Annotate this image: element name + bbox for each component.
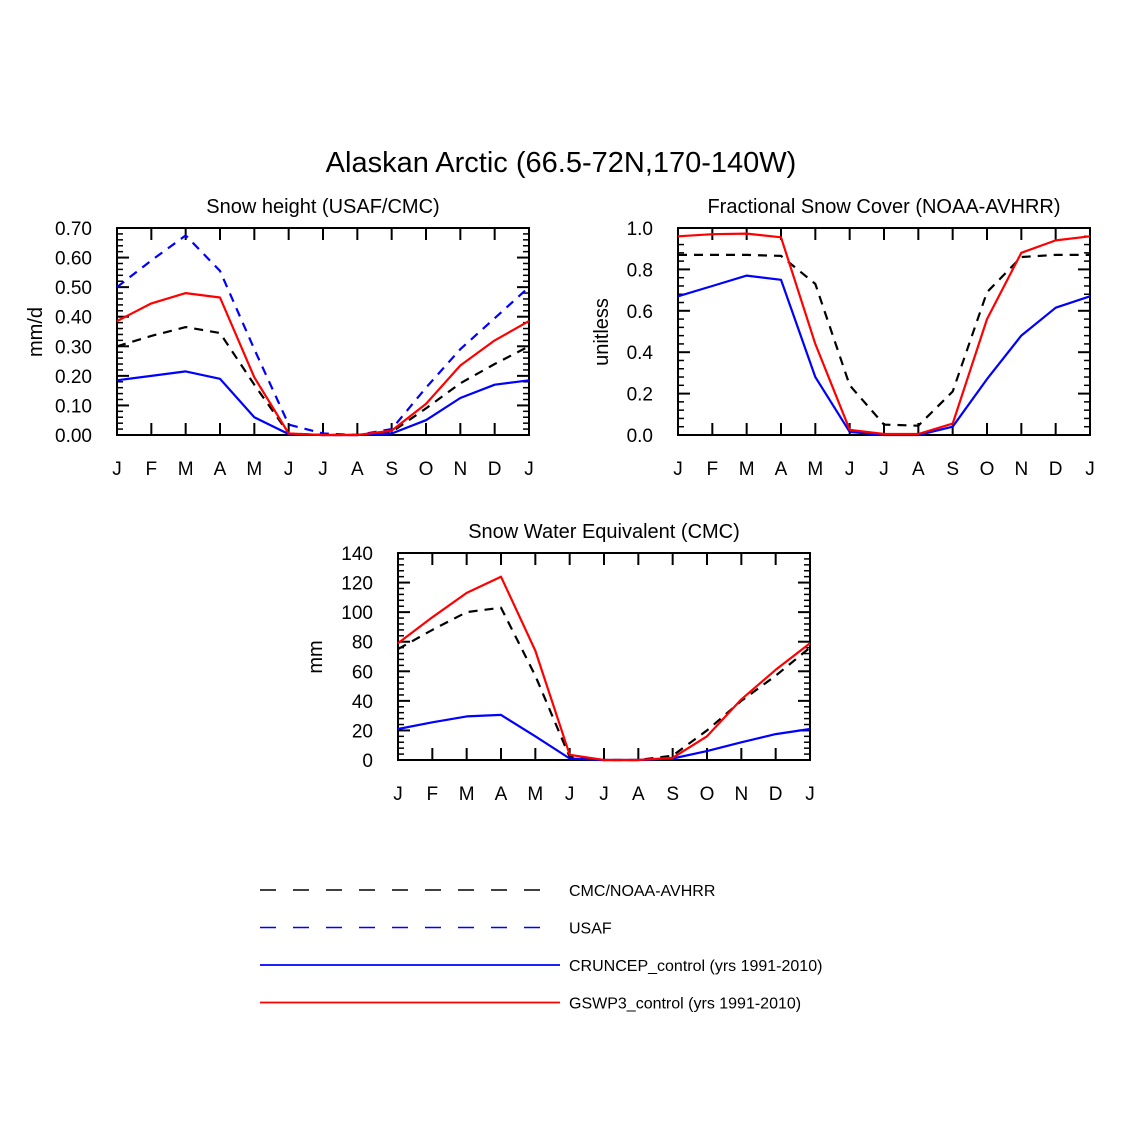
- x-tick-label: N: [1014, 459, 1028, 480]
- y-tick-label: 60: [352, 662, 373, 683]
- x-tick-label: A: [632, 784, 645, 805]
- plot-frame: [397, 552, 811, 761]
- y-tick-label: 20: [352, 721, 373, 742]
- series-line-gswp3-control-yrs-1991-2010: [116, 292, 530, 437]
- plot-frame: [677, 227, 1091, 436]
- legend-label: USAF: [569, 921, 612, 938]
- x-tick-label: M: [459, 784, 475, 805]
- x-tick-label: O: [419, 459, 434, 480]
- y-tick-label: 0.50: [55, 278, 92, 299]
- series-line-cmc-noaa-avhrr: [116, 326, 530, 437]
- legend: CMC/NOAA-AVHRR USAF CRUNCEP_control (yrs 1…: [260, 883, 822, 1013]
- y-tick-label: 0.6: [627, 302, 653, 323]
- y-axis-label: mm/d: [25, 307, 47, 357]
- x-tick-label: S: [385, 459, 398, 480]
- x-tick-label: O: [980, 459, 995, 480]
- x-tick-label: D: [1049, 459, 1063, 480]
- y-axis-label: mm: [305, 640, 327, 673]
- y-tick-label: 0.4: [627, 343, 654, 364]
- x-tick-label: N: [453, 459, 467, 480]
- panel-title: Fractional Snow Cover (NOAA-AVHRR): [707, 196, 1060, 218]
- x-tick-label: M: [527, 784, 543, 805]
- x-tick-label: O: [700, 784, 715, 805]
- y-tick-label: 0.00: [55, 426, 92, 447]
- series-line-cruncep-control-yrs-1991-2010: [677, 274, 1091, 437]
- series-line-usaf: [116, 234, 530, 437]
- y-tick-label: 0.70: [55, 219, 92, 240]
- y-tick-label: 0.60: [55, 249, 92, 270]
- y-tick-label: 0.40: [55, 308, 92, 329]
- panel-title: Snow height (USAF/CMC): [206, 196, 439, 218]
- y-tick-label: 0.10: [55, 396, 92, 417]
- x-tick-label: D: [488, 459, 502, 480]
- x-tick-label: J: [318, 459, 328, 480]
- series-line-cmc-noaa-avhrr: [678, 253, 1090, 427]
- y-tick-label: 0: [362, 751, 373, 772]
- y-tick-label: 0.30: [55, 337, 92, 358]
- y-tick-label: 140: [341, 544, 373, 565]
- x-tick-label: F: [146, 459, 158, 480]
- panel-fractional-snow-cover: Fractional Snow Cover (NOAA-AVHRR) unitl…: [591, 196, 1095, 480]
- y-axis-label: unitless: [591, 298, 613, 366]
- series-line-gswp3-control-yrs-1991-2010: [397, 575, 811, 762]
- x-tick-label: A: [495, 784, 508, 805]
- x-tick-label: M: [739, 459, 755, 480]
- legend-label: CRUNCEP_control (yrs 1991-2010): [569, 958, 822, 975]
- series-line-cmc-noaa-avhrr: [397, 606, 811, 762]
- x-tick-label: D: [769, 784, 783, 805]
- x-tick-label: S: [946, 459, 959, 480]
- x-tick-label: A: [351, 459, 364, 480]
- y-tick-label: 100: [341, 603, 373, 624]
- x-tick-label: J: [393, 784, 403, 805]
- y-tick-label: 0.8: [627, 260, 653, 281]
- panel-title: Snow Water Equivalent (CMC): [468, 521, 740, 543]
- y-tick-label: 0.2: [627, 385, 653, 406]
- x-tick-label: N: [734, 784, 748, 805]
- y-tick-label: 1.0: [627, 219, 653, 240]
- x-tick-label: J: [879, 459, 889, 480]
- y-tick-label: 0.20: [55, 367, 92, 388]
- x-tick-label: F: [427, 784, 439, 805]
- plot-frame: [116, 227, 530, 436]
- x-tick-label: J: [599, 784, 609, 805]
- x-tick-label: J: [845, 459, 855, 480]
- main-title: Alaskan Arctic (66.5-72N,170-140W): [326, 147, 797, 179]
- y-tick-label: 120: [341, 574, 373, 595]
- x-tick-label: A: [214, 459, 227, 480]
- x-tick-label: J: [1085, 459, 1095, 480]
- y-tick-label: 0.0: [627, 426, 653, 447]
- y-tick-label: 40: [352, 692, 373, 713]
- legend-label: GSWP3_control (yrs 1991-2010): [569, 996, 801, 1013]
- series-line-gswp3-control-yrs-1991-2010: [677, 232, 1091, 436]
- x-tick-label: J: [524, 459, 534, 480]
- x-tick-label: A: [775, 459, 788, 480]
- y-tick-label: 80: [352, 633, 373, 654]
- x-tick-label: J: [673, 459, 683, 480]
- x-tick-label: J: [565, 784, 575, 805]
- x-tick-label: M: [178, 459, 194, 480]
- x-tick-label: J: [284, 459, 294, 480]
- x-tick-label: F: [707, 459, 719, 480]
- x-tick-label: S: [666, 784, 679, 805]
- x-tick-label: A: [912, 459, 925, 480]
- x-tick-label: M: [246, 459, 262, 480]
- legend-label: CMC/NOAA-AVHRR: [569, 883, 715, 900]
- x-tick-label: J: [112, 459, 122, 480]
- x-tick-label: J: [805, 784, 815, 805]
- x-tick-label: M: [807, 459, 823, 480]
